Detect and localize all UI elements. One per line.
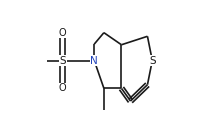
Text: S: S	[59, 56, 66, 65]
Text: O: O	[59, 28, 67, 38]
Text: O: O	[59, 83, 67, 93]
Text: N: N	[90, 56, 98, 65]
Text: S: S	[149, 56, 156, 65]
